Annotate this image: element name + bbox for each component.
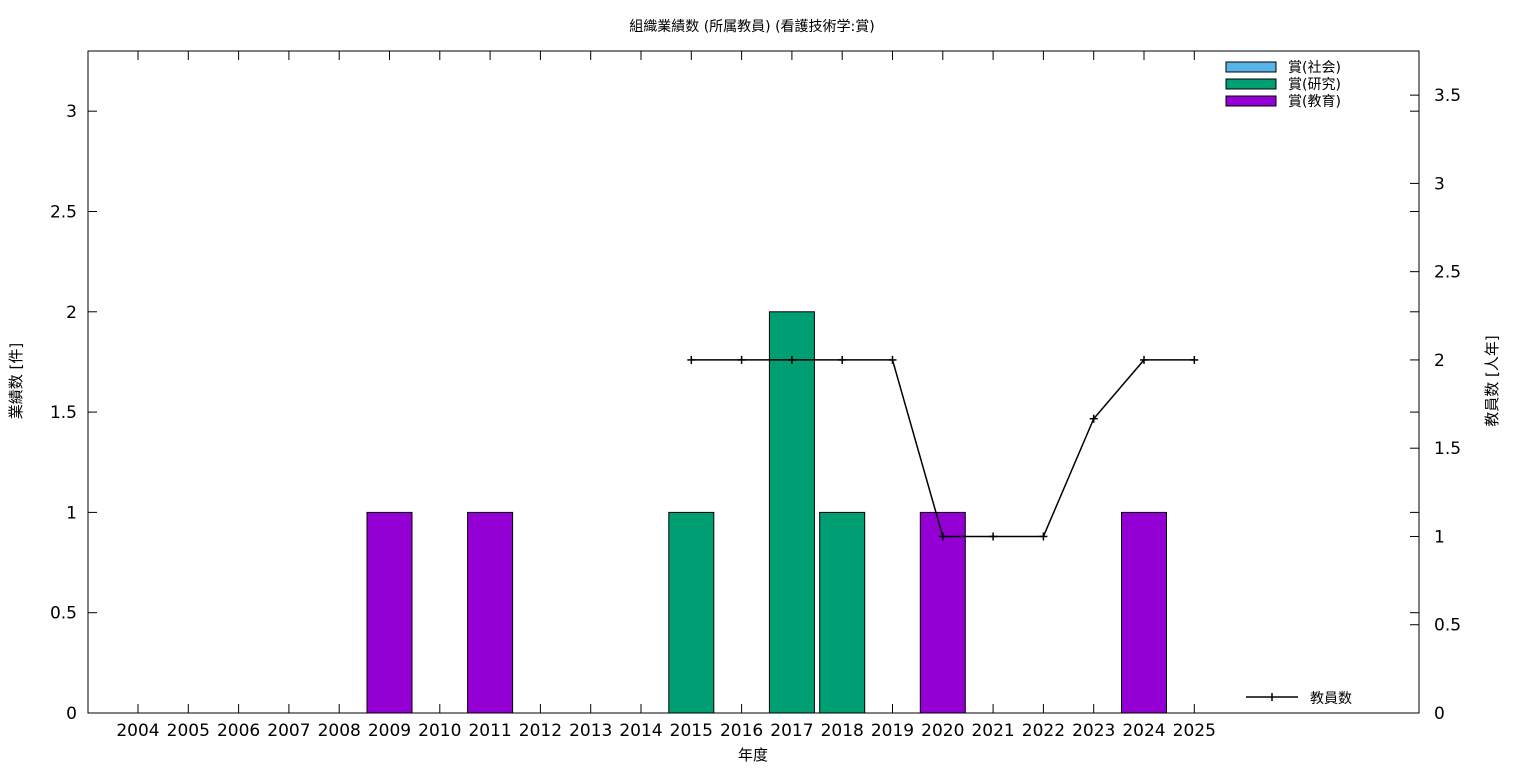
x-tick-label: 2016 [720,721,763,741]
x-tick-label: 2021 [971,721,1014,741]
x-tick-label: 2017 [770,721,813,741]
bar-research [668,511,715,714]
x-tick-label: 2024 [1122,721,1165,741]
x-tick-label: 2004 [116,721,159,741]
x-tick-label: 2019 [871,721,914,741]
x-tick-label: 2025 [1173,721,1216,741]
y-tick-label: 1.5 [50,403,77,423]
y-tick-label: 2 [66,303,77,323]
y2-tick-label: 1.5 [1434,439,1461,459]
y2-tick-label: 2 [1434,351,1445,371]
x-tick-label: 2018 [821,721,864,741]
x-tick-label: 2010 [418,721,461,741]
legend-line-label: 教員数 [1310,691,1352,707]
x-tick-label: 2011 [468,721,511,741]
y2-tick-label: 3 [1434,174,1445,194]
y2-tick-label: 3.5 [1434,86,1461,106]
bar-education [467,511,514,714]
x-tick-label: 2008 [318,721,361,741]
y-tick-label: 0.5 [50,604,77,624]
legend-swatch [1225,78,1277,90]
x-tick-label: 2023 [1072,721,1115,741]
y2-tick-label: 1 [1434,527,1445,547]
legend-label: 賞(教育) [1288,94,1341,110]
plot-layer: 0 0.5 1 1.5 2 2.5 3 0 0.5 1 1.5 2 2.5 3 3.5 2004 2005 200… [50,51,1461,741]
plot-frame [87,50,1420,714]
bar-education [1121,511,1167,714]
x-tick-label: 2006 [217,721,260,741]
legend-swatch [1225,95,1277,107]
bar-research [819,511,866,714]
x-tick-label: 2005 [167,721,210,741]
x-tick-label: 2020 [921,721,964,741]
bar-education [919,511,966,714]
y2-axis-label: 教員数 [人年] [1483,335,1501,426]
y-tick-label: 0 [66,704,77,724]
x-tick-label: 2022 [1022,721,1065,741]
x-tick-label: 2014 [619,721,662,741]
x-tick-label: 2009 [368,721,411,741]
x-tick-label: 2015 [670,721,713,741]
y-axis-label: 業績数 [件] [7,343,25,419]
y2-tick-label: 0 [1434,704,1445,724]
y-tick-label: 1 [66,503,77,523]
x-tick-label: 2013 [569,721,612,741]
legend-swatch [1225,61,1277,73]
y2-tick-label: 2.5 [1434,263,1461,283]
x-tick-label: 2007 [267,721,310,741]
x-tick-label: 2012 [519,721,562,741]
chart-title: 組織業績数 (所属教員) (看護技術学:賞) [629,19,874,35]
bar-education [366,511,413,714]
legend-label: 賞(社会) [1288,60,1341,76]
legend-label: 賞(研究) [1288,77,1341,93]
y-tick-label: 3 [66,102,77,122]
y-tick-label: 2.5 [50,202,77,222]
x-axis-label: 年度 [738,746,768,764]
bar-research [768,311,815,714]
staff-count-line [691,359,1195,538]
y2-tick-label: 0.5 [1434,616,1461,636]
